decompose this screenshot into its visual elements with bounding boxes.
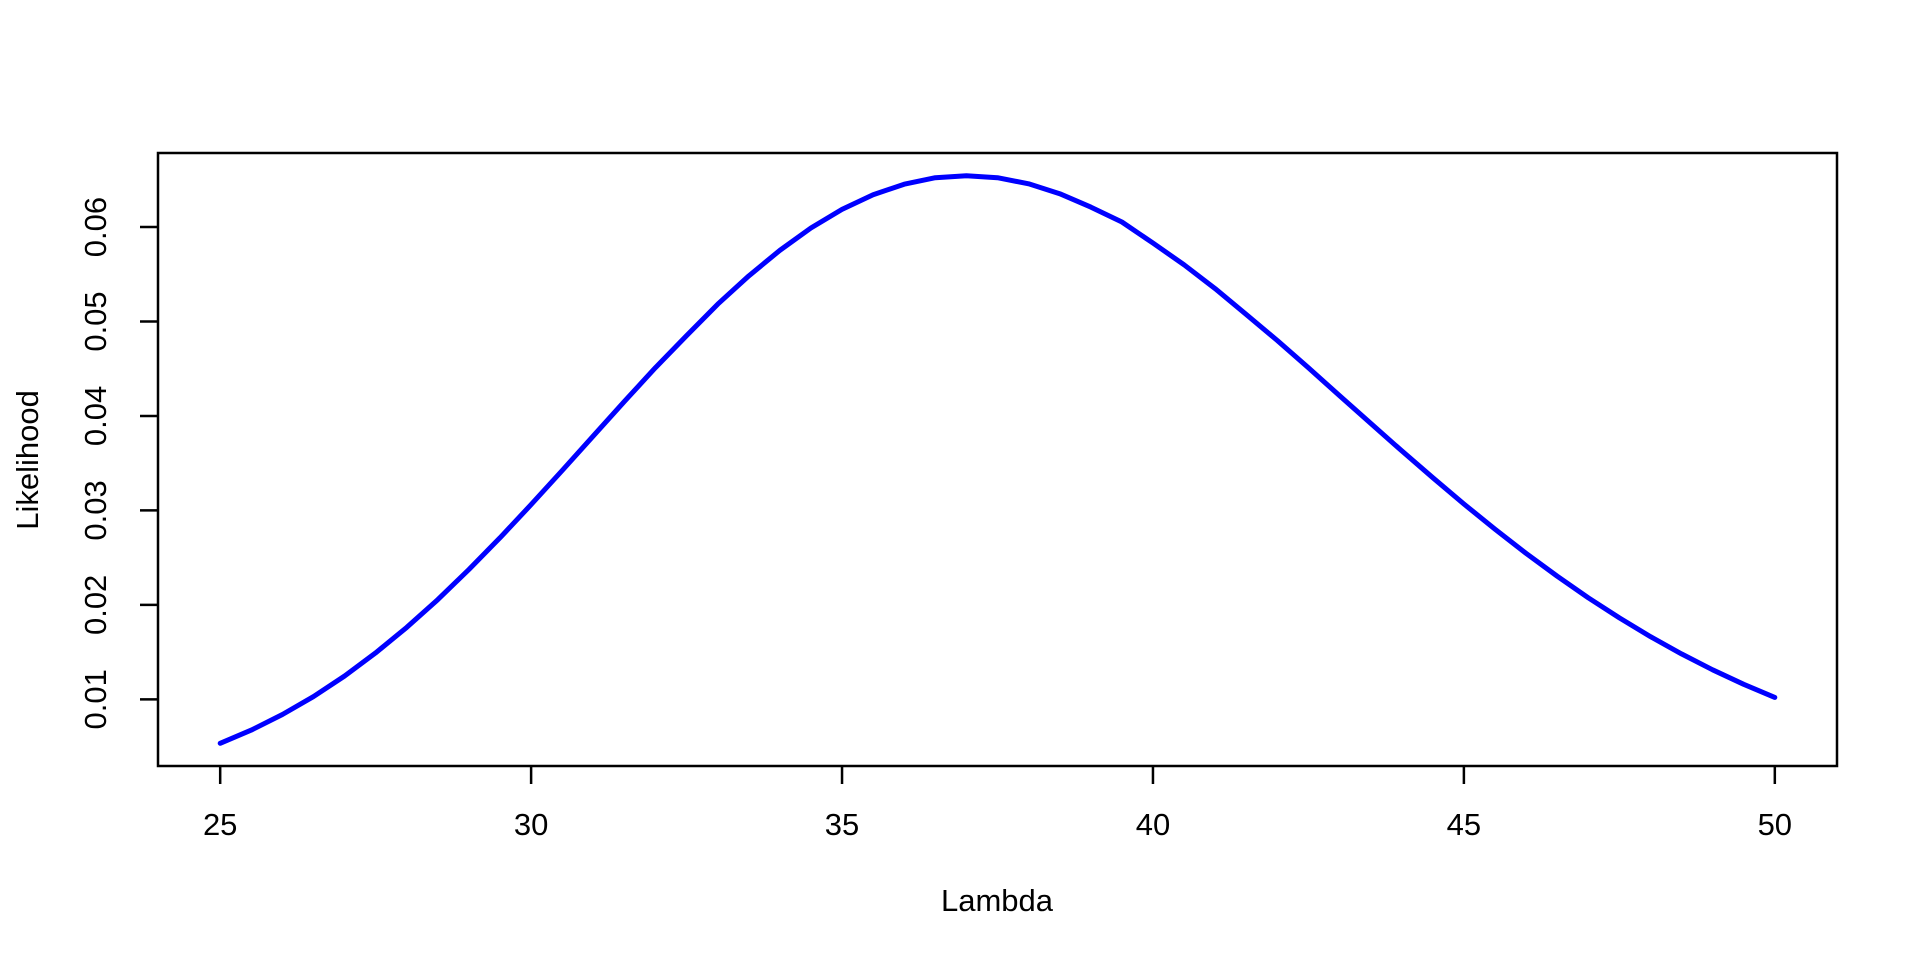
y-tick-label: 0.04 — [78, 386, 113, 446]
x-axis-title: Lambda — [941, 883, 1054, 918]
plot-box — [156, 151, 1839, 768]
x-tick-label: 35 — [825, 807, 859, 842]
y-tick-label: 0.02 — [78, 575, 113, 635]
x-tick-label: 40 — [1136, 807, 1170, 842]
y-tick-label: 0.03 — [78, 480, 113, 540]
x-axis: 25 30 35 40 45 50 — [203, 766, 1792, 842]
x-tick-label: 30 — [514, 807, 548, 842]
x-tick-label: 45 — [1447, 807, 1481, 842]
y-tick-label: 0.05 — [78, 291, 113, 351]
y-tick-label: 0.01 — [78, 669, 113, 729]
y-axis: 0.01 0.02 0.03 0.04 0.05 0.06 — [78, 197, 158, 729]
x-tick-label: 50 — [1758, 807, 1792, 842]
curve-layer — [217, 173, 1778, 746]
x-tick-label: 25 — [203, 807, 237, 842]
y-tick-label: 0.06 — [78, 197, 113, 257]
y-axis-title: Likelihood — [10, 390, 45, 530]
likelihood-curve — [217, 173, 1778, 746]
